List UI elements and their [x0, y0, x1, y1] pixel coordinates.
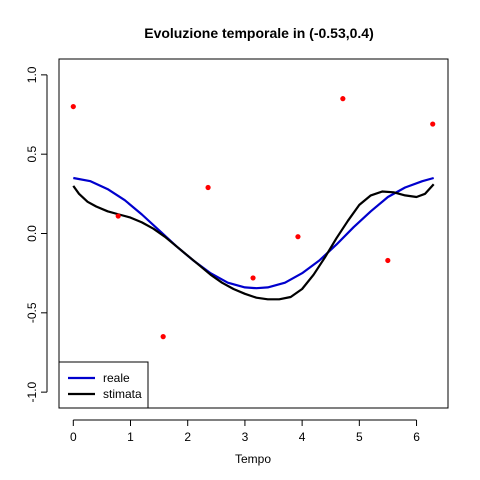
- observation-points: [70, 96, 436, 340]
- observation-point: [385, 257, 391, 264]
- observation-point: [115, 213, 121, 219]
- legend-box: [58, 361, 149, 409]
- x-tick-label: 6: [413, 430, 420, 444]
- y-tick-label: -1.0: [25, 381, 39, 402]
- observation-point: [70, 103, 76, 110]
- legend-label-stimata: stimata: [103, 387, 142, 401]
- observation-point: [340, 96, 346, 102]
- plot-box: [58, 58, 449, 409]
- series-line-stimata: [72, 183, 435, 301]
- x-tick-label: 4: [299, 430, 306, 444]
- y-axis: -1.0 -0.5 0.0 0.5 1.0: [25, 66, 48, 402]
- legend-label-reale: reale: [103, 371, 130, 385]
- x-axis-label: Tempo: [235, 452, 271, 466]
- observation-point: [205, 184, 211, 191]
- y-tick-label: -0.5: [25, 302, 39, 323]
- x-axis: 0 1 2 3 4 5 6: [70, 419, 420, 444]
- x-tick-label: 1: [127, 430, 134, 444]
- observation-point: [295, 234, 301, 240]
- series-line-reale: [73, 176, 434, 290]
- y-tick-label: 0.5: [25, 146, 39, 163]
- x-tick-label: 2: [184, 430, 191, 444]
- y-tick-label: 0.0: [25, 225, 39, 242]
- series-layer: [72, 176, 435, 301]
- observation-point: [250, 275, 256, 281]
- x-tick-label: 0: [70, 430, 77, 444]
- chart-title: Evoluzione temporale in (-0.53,0.4): [144, 25, 374, 41]
- x-tick-label: 3: [242, 430, 249, 444]
- y-tick-label: 1.0: [25, 66, 39, 83]
- observation-point: [160, 334, 166, 340]
- x-tick-label: 5: [356, 430, 363, 444]
- legend: reale stimata: [58, 361, 149, 409]
- observation-point: [430, 121, 436, 127]
